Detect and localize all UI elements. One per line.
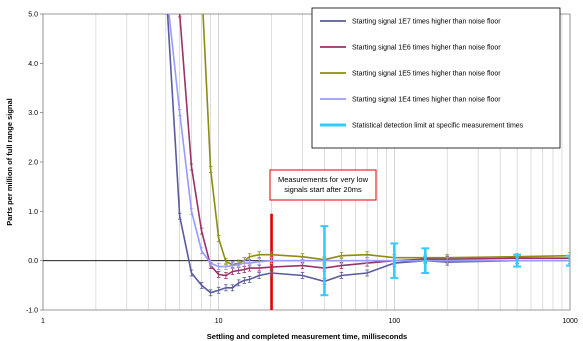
x-tick-label: 100 (388, 318, 400, 325)
y-tick-label: 3.0 (28, 110, 38, 117)
annotation-text: signals start after 20ms (284, 185, 362, 194)
legend-entry: Starting signal 1E4 times higher than no… (352, 97, 501, 104)
x-tick-label: 1 (41, 318, 45, 325)
legend-entry: Starting signal 1E7 times higher than no… (352, 19, 501, 26)
legend-entry: Starting signal 1E5 times higher than no… (352, 71, 501, 78)
legend-box (311, 7, 561, 149)
series-line (168, 14, 570, 268)
annotation-box (269, 169, 377, 201)
legend-entry: Starting signal 1E6 times higher than no… (352, 45, 501, 52)
y-tick-label: 5.0 (28, 12, 38, 19)
legend-entry: Statistical detection limit at specific … (352, 123, 524, 130)
tick-labels: -1.0 0.0 1.0 2.0 3.0 4.0 5.0 1 10 100 1000 (26, 12, 578, 326)
y-tick-label: 4.0 (28, 61, 38, 68)
x-tick-label: 1000 (562, 318, 578, 325)
y-tick-label: 0.0 (28, 258, 38, 265)
y-axis-label: Parts per million of full range signal (5, 98, 14, 226)
series-line (166, 14, 570, 294)
x-tick-label: 10 (215, 318, 223, 325)
y-tick-label: -1.0 (26, 308, 38, 315)
legend: Starting signal 1E7 times higher than no… (311, 7, 561, 149)
annotation-text: Measurements for very low (278, 175, 369, 184)
series-group (166, 14, 570, 297)
series-4 (320, 225, 570, 297)
y-tick-label: 1.0 (28, 209, 38, 216)
x-axis-label: Settling and completed measurement time,… (207, 332, 407, 341)
y-tick-label: 2.0 (28, 160, 38, 167)
